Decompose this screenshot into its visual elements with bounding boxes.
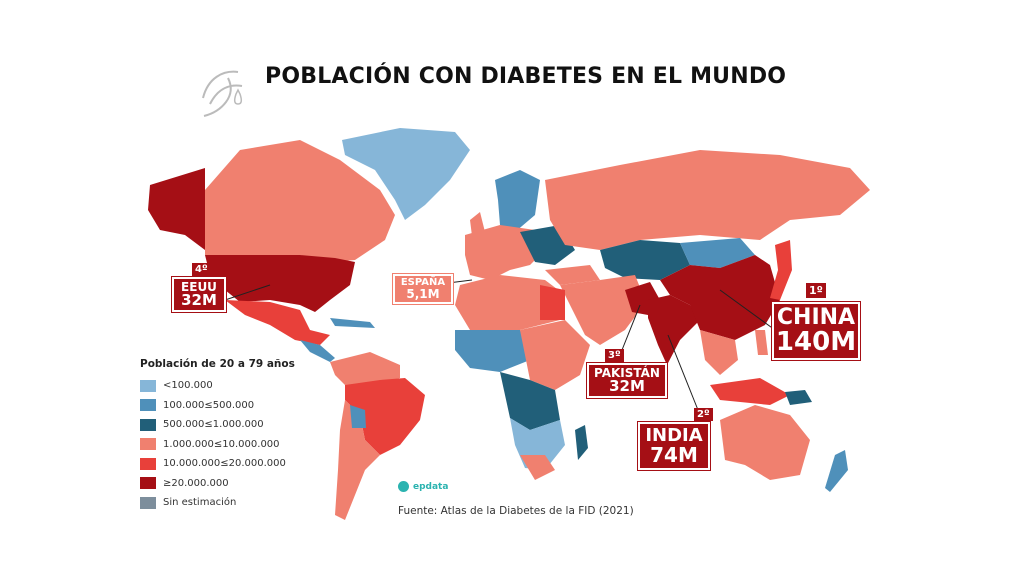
- callout-india-value: 74M: [650, 443, 698, 467]
- region-indonesia: [710, 378, 790, 405]
- callout-china: CHINA 140M: [771, 301, 861, 361]
- legend-swatch: [140, 379, 156, 392]
- legend-item: 10.000.000≤20.000.000: [140, 454, 295, 474]
- legend: Población de 20 a 79 años <100.000 100.00…: [140, 358, 295, 513]
- hand-drop-icon: [202, 70, 243, 117]
- region-egypt: [540, 285, 565, 320]
- legend-label: 10.000.000≤20.000.000: [163, 458, 286, 470]
- region-se-asia: [700, 330, 738, 375]
- legend-label: <100.000: [163, 380, 213, 392]
- legend-label: Sin estimación: [163, 497, 237, 509]
- legend-item: 1.000.000≤10.000.000: [140, 435, 295, 455]
- callout-pakistan: PAKISTÁN 32M: [586, 362, 668, 399]
- region-south-america-south: [335, 400, 380, 520]
- region-bolivia: [350, 405, 366, 428]
- legend-swatch: [140, 457, 156, 470]
- legend-label: 500.000≤1.000.000: [163, 419, 264, 431]
- callout-eeuu-value: 32M: [181, 291, 217, 309]
- region-scandinavia: [495, 170, 540, 232]
- region-alaska: [148, 168, 205, 250]
- callout-india-name: INDIA: [645, 425, 703, 446]
- leader-line-eeuu: [224, 284, 271, 301]
- callout-china-value: 140M: [775, 327, 857, 357]
- legend-label: ≥20.000.000: [163, 477, 229, 489]
- region-china: [660, 255, 780, 340]
- region-central-africa: [500, 372, 560, 430]
- callout-china-name: CHINA: [776, 305, 856, 330]
- callout-espana-name: ESPAÑA: [400, 277, 446, 288]
- leader-line-india: [667, 334, 701, 416]
- region-india: [648, 295, 700, 365]
- legend-title: Población de 20 a 79 años: [140, 358, 295, 370]
- rank-badge-india: 2º: [694, 408, 713, 421]
- region-central-america: [300, 340, 335, 362]
- legend-label: 1.000.000≤10.000.000: [163, 438, 280, 450]
- source-note: Fuente: Atlas de la Diabetes de la FID (…: [398, 505, 634, 517]
- region-brazil: [345, 378, 425, 455]
- region-russia: [545, 150, 870, 250]
- brand-name: epdata: [413, 481, 449, 492]
- legend-rows: <100.000 100.000≤500.000 500.000≤1.000.000…: [140, 376, 295, 513]
- region-uk: [470, 212, 485, 236]
- region-turkey: [545, 265, 600, 285]
- leader-line-pakistan: [619, 304, 641, 356]
- legend-item: 500.000≤1.000.000: [140, 415, 295, 435]
- region-australia: [720, 405, 810, 480]
- epdata-logo-icon: [398, 481, 409, 492]
- region-north-africa: [455, 275, 565, 330]
- region-greenland: [342, 128, 470, 220]
- region-mongolia: [680, 238, 755, 268]
- region-kazakhstan: [600, 240, 690, 280]
- legend-swatch: [140, 399, 156, 412]
- region-caribbean: [330, 318, 375, 328]
- rank-badge-pakistan: 3º: [605, 349, 624, 362]
- callout-espana: ESPAÑA 5,1M: [392, 273, 454, 305]
- region-south-africa: [520, 455, 555, 480]
- leader-line-china: [719, 289, 776, 331]
- region-new-zealand: [825, 450, 848, 492]
- region-canada: [205, 140, 395, 262]
- legend-swatch: [140, 438, 156, 451]
- rank-badge-china: 1º: [806, 283, 826, 298]
- region-japan: [770, 240, 792, 300]
- legend-item: ≥20.000.000: [140, 474, 295, 494]
- callout-espana-value: 5,1M: [406, 287, 440, 301]
- callout-eeuu: EEUU 32M: [171, 276, 227, 313]
- region-south-america-north: [330, 352, 400, 385]
- callout-india: INDIA 74M: [637, 421, 711, 471]
- region-png: [785, 390, 812, 405]
- region-madagascar: [575, 425, 588, 460]
- callout-eeuu-name: EEUU: [181, 280, 217, 294]
- brand-logo: epdata: [398, 481, 448, 492]
- region-mexico: [225, 300, 330, 345]
- region-west-africa: [455, 330, 530, 372]
- region-philippines: [755, 330, 768, 355]
- legend-item: <100.000: [140, 376, 295, 396]
- legend-label: 100.000≤500.000: [163, 399, 255, 411]
- legend-swatch: [140, 418, 156, 431]
- legend-swatch: [140, 477, 156, 490]
- region-usa: [205, 255, 355, 312]
- legend-item: Sin estimación: [140, 493, 295, 513]
- rank-badge-eeuu: 4º: [192, 263, 211, 276]
- page-title: POBLACIÓN CON DIABETES EN EL MUNDO: [265, 64, 787, 89]
- callout-pakistan-value: 32M: [609, 377, 645, 395]
- legend-item: 100.000≤500.000: [140, 396, 295, 416]
- callout-pakistan-name: PAKISTÁN: [594, 366, 660, 380]
- region-east-africa: [520, 320, 590, 390]
- legend-swatch: [140, 496, 156, 509]
